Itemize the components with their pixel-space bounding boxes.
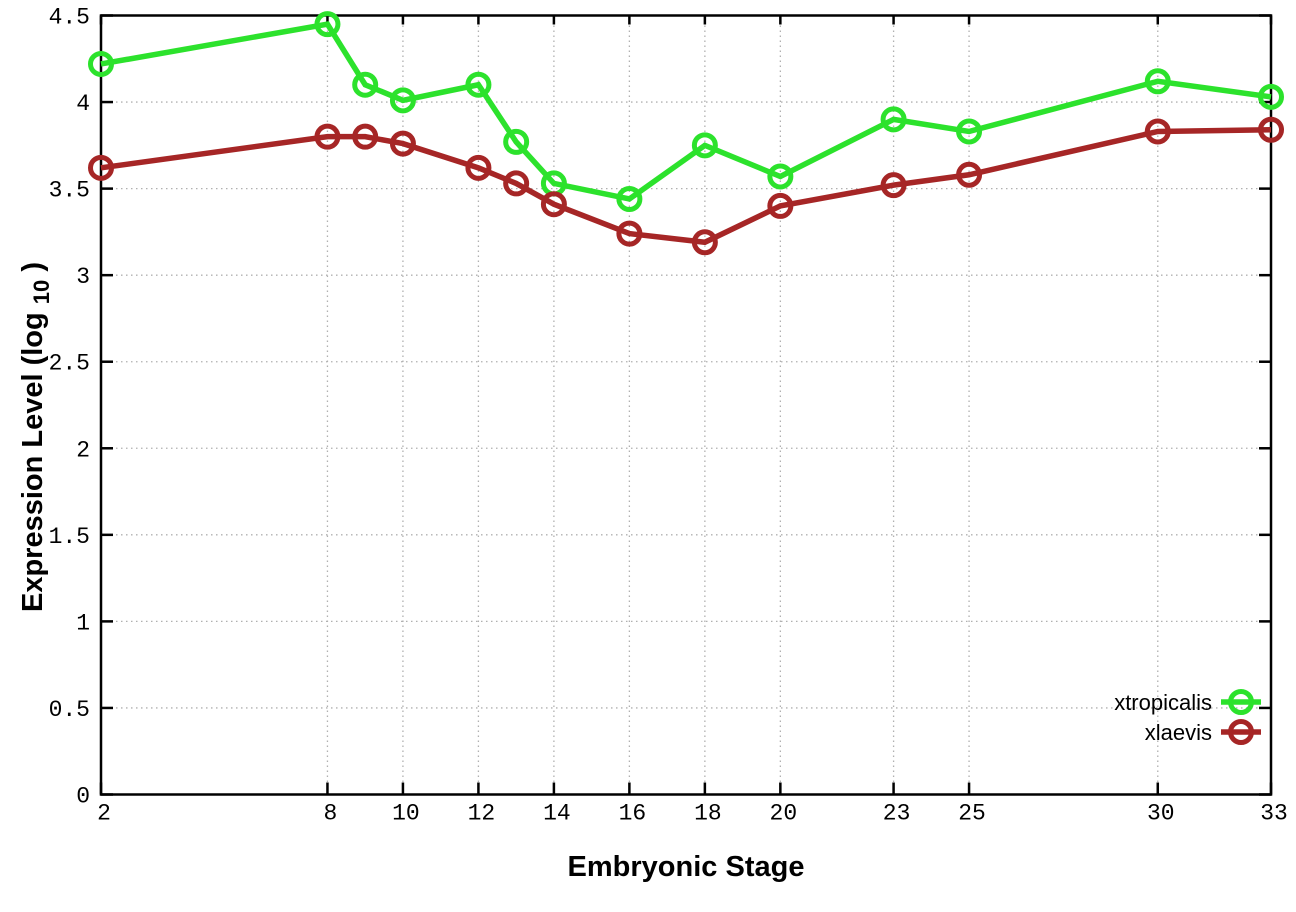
data-point-xtropicalis xyxy=(691,132,718,159)
y-axis-title-subscript: 10 xyxy=(29,280,54,304)
x-tick-label: 18 xyxy=(694,801,722,827)
legend-marker-point-xtropicalis xyxy=(1228,689,1254,715)
y-tick-label: 4 xyxy=(76,91,90,117)
data-point-xtropicalis xyxy=(389,87,416,114)
y-axis-title-suffix: ) xyxy=(17,262,49,272)
data-point-xtropicalis xyxy=(314,11,341,38)
y-axis-title-prefix: Expression Level (log xyxy=(17,312,49,612)
data-point-xlaevis xyxy=(465,154,492,181)
data-point-xlaevis xyxy=(88,154,114,181)
data-point-xlaevis xyxy=(352,123,379,150)
data-point-xtropicalis xyxy=(352,71,379,98)
data-point-xtropicalis xyxy=(503,128,530,155)
x-tick-labels: 2 8 10 12 14 16 18 20 23 25 30 33 xyxy=(97,801,1288,827)
x-tick-label: 10 xyxy=(392,801,420,827)
y-tick-label: 3 xyxy=(76,264,90,290)
x-axis-title: Embryonic Stage xyxy=(568,851,805,883)
y-tick-label: 0.5 xyxy=(49,697,90,723)
legend: xtropicalis xlaevis xyxy=(1114,689,1261,745)
data-point-xtropicalis xyxy=(956,118,983,145)
x-tick-label: 23 xyxy=(883,801,911,827)
y-tick-label: 1.5 xyxy=(49,524,90,550)
data-point-xtropicalis xyxy=(88,50,114,77)
series-line-xlaevis xyxy=(100,127,1272,246)
data-point-xlaevis xyxy=(1258,116,1284,143)
data-point-xtropicalis xyxy=(1258,83,1284,110)
x-tick-label: 12 xyxy=(468,801,496,827)
series-line-xtropicalis xyxy=(100,21,1272,202)
data-point-xlaevis xyxy=(880,172,907,199)
x-tick-label: 25 xyxy=(958,801,986,827)
data-point-xtropicalis xyxy=(880,106,907,133)
gridlines xyxy=(101,15,1271,795)
data-point-xlaevis xyxy=(956,161,983,188)
data-point-xlaevis xyxy=(540,191,567,218)
data-point-xtropicalis xyxy=(616,185,643,212)
data-point-xlaevis xyxy=(389,130,416,157)
axis-ticks xyxy=(99,14,1273,796)
x-tick-label: 16 xyxy=(619,801,647,827)
legend-label-xtropicalis: xtropicalis xyxy=(1114,690,1212,715)
y-tick-label: 3.5 xyxy=(49,178,90,204)
data-point-xtropicalis xyxy=(767,163,794,190)
data-point-xlaevis xyxy=(616,220,643,247)
data-point-xtropicalis xyxy=(465,71,492,98)
y-tick-label: 2.5 xyxy=(49,351,90,377)
x-tick-label: 33 xyxy=(1260,801,1288,827)
data-point-xlaevis xyxy=(767,192,794,219)
legend-marker-point-xlaevis xyxy=(1228,719,1254,745)
x-tick-label: 30 xyxy=(1147,801,1175,827)
y-tick-label: 1 xyxy=(76,610,90,636)
data-point-xlaevis xyxy=(503,170,530,197)
x-tick-label: 20 xyxy=(770,801,798,827)
series-lines xyxy=(88,11,1284,256)
data-point-xlaevis xyxy=(691,229,718,256)
y-axis-title: Expression Level (log 10 ) xyxy=(17,262,56,612)
legend-markers xyxy=(1221,689,1261,745)
plot-border xyxy=(99,14,1273,796)
data-point-xlaevis xyxy=(1144,118,1171,145)
x-tick-label: 8 xyxy=(324,801,338,827)
legend-label-xlaevis: xlaevis xyxy=(1145,720,1212,745)
y-tick-label: 4.5 xyxy=(49,5,90,31)
x-tick-label: 14 xyxy=(543,801,571,827)
y-tick-label: 0 xyxy=(76,784,90,810)
data-point-xlaevis xyxy=(314,123,341,150)
data-point-xtropicalis xyxy=(1144,68,1171,95)
y-tick-label: 2 xyxy=(76,437,90,463)
y-tick-labels: 0 0.5 1 1.5 2 2.5 3 3.5 4 4.5 xyxy=(49,5,90,810)
x-tick-label: 2 xyxy=(97,801,111,827)
